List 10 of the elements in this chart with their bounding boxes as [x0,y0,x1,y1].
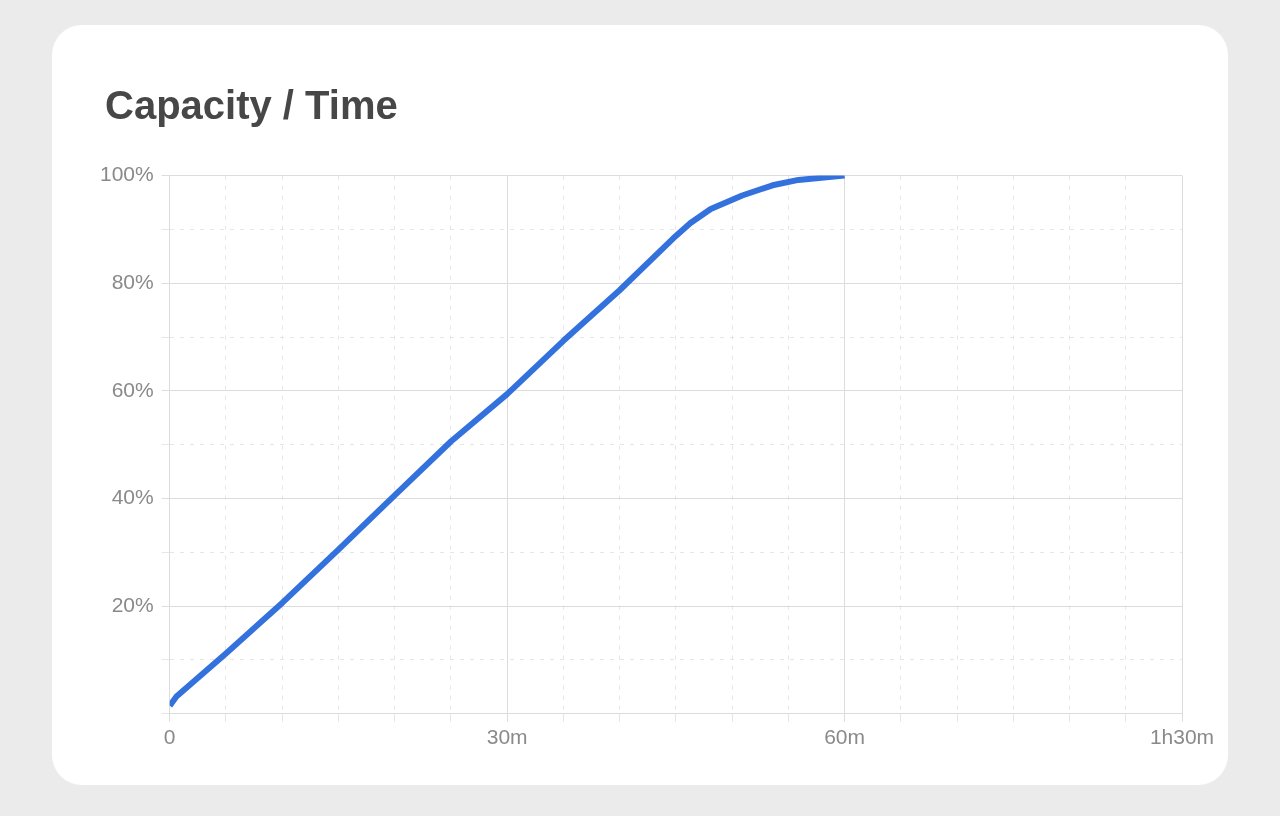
x-tick-label: 60m [824,725,865,749]
y-tick-label: 60% [111,377,154,401]
y-tick-label: 20% [111,592,154,616]
y-tick-label: 40% [111,485,154,509]
chart-title: Capacity / Time [105,83,398,128]
x-tick-label: 30m [486,725,528,749]
x-tick-label: 0 [163,725,176,749]
y-tick-label: 100% [99,162,154,186]
y-tick-label: 80% [111,270,154,294]
x-tick-label: 1h30m [1149,725,1215,749]
